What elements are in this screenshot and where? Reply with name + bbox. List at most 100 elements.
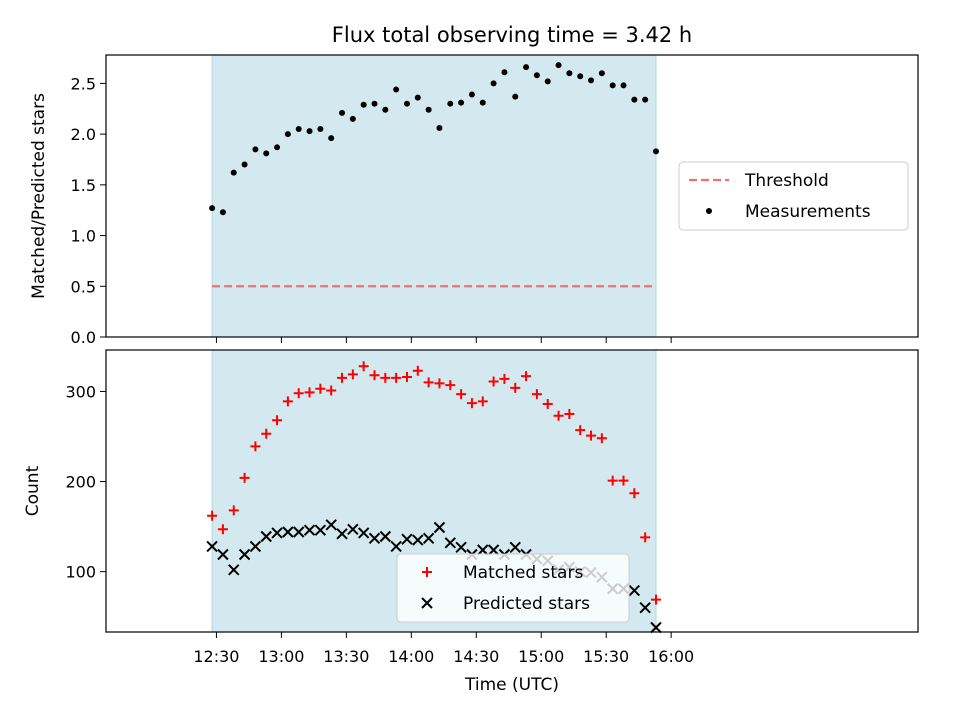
predicted-star-point (249, 540, 262, 553)
measurement-point (284, 131, 291, 138)
matched-star-point (521, 371, 532, 382)
measurement-point (425, 106, 432, 113)
predicted-star-point (347, 523, 359, 535)
measurement-point (512, 93, 519, 100)
measurement-point (274, 144, 281, 151)
matched-star-point (499, 373, 510, 384)
x-tick-label: 15:30 (583, 647, 629, 666)
measurement-point (306, 128, 313, 135)
measurement-point (609, 82, 616, 89)
measurement-point (371, 100, 378, 107)
plot-frame (105, 349, 919, 633)
predicted-star-point (379, 530, 392, 543)
matched-star-point (596, 433, 607, 444)
predicted-star-point (357, 527, 370, 539)
figure-title: Flux total observing time = 3.42 h (332, 23, 692, 47)
x-tick-label: 13:00 (258, 647, 304, 666)
predicted-star-point (639, 601, 651, 614)
measurement-point (360, 101, 367, 108)
matched-star-point (326, 385, 337, 396)
matched-star-point (510, 382, 521, 393)
matched-star-point (618, 475, 629, 486)
measurement-point (468, 91, 475, 98)
matched-star-point (391, 372, 402, 383)
predicted-star-point (228, 564, 240, 576)
predicted-star-point (509, 541, 521, 554)
measurement-point (328, 135, 335, 142)
matched-star-point (640, 532, 651, 543)
y-axis-ticks: 0.0 0.5 1.0 1.5 2.0 2.5 (71, 74, 106, 347)
predicted-star-point (282, 526, 294, 538)
matched-star-point (261, 428, 272, 439)
y-axis-label: Matched/Predicted stars (29, 93, 49, 299)
matched-star-point (337, 372, 348, 383)
predicted-star-point (487, 544, 500, 556)
legend: Threshold Measurements (678, 161, 909, 231)
legend-measurements-swatch (706, 208, 712, 214)
measurement-point (219, 209, 226, 216)
matched-star-point (315, 383, 326, 394)
measurement-point (577, 73, 584, 80)
measurement-point (544, 78, 551, 85)
y-tick-label: 1.5 (71, 176, 96, 195)
legend-matched-swatch (422, 567, 432, 577)
matched-star-point (466, 398, 477, 409)
measurement-point (566, 70, 573, 77)
matched-star-point (434, 378, 445, 389)
matched-star-point (272, 415, 283, 426)
measurement-point (382, 106, 389, 113)
predicted-star-point (206, 540, 218, 553)
matched-star-point (445, 380, 456, 391)
measurement-point (523, 64, 530, 71)
predicted-star-point (477, 544, 489, 556)
matched-star-point (650, 594, 661, 605)
x-axis-ticks (215, 337, 672, 343)
data-marks (206, 361, 662, 634)
legend-box (678, 161, 909, 231)
y-axis-label: Count (23, 465, 43, 516)
matched-star-point (293, 388, 304, 399)
legend-predicted-label: Predicted stars (463, 594, 590, 614)
measurement-point (642, 96, 649, 103)
matched-star-point (217, 524, 228, 535)
matched-star-point (564, 408, 575, 419)
matched-star-point (423, 377, 434, 388)
matched-star-point (477, 396, 488, 407)
measurement-point (317, 126, 324, 133)
predicted-star-point (401, 533, 413, 545)
legend-threshold-label: Threshold (744, 171, 829, 191)
predicted-star-point (271, 527, 283, 539)
matched-star-point (239, 472, 250, 483)
x-axis-label: Time (UTC) (464, 675, 559, 695)
legend-measurements-label: Measurements (745, 202, 871, 222)
measurement-point (241, 161, 248, 168)
predicted-star-point (238, 548, 251, 561)
legend-predicted-swatch (421, 597, 433, 609)
y-tick-label: 2.0 (71, 125, 96, 144)
predicted-star-point (412, 534, 424, 546)
measurement-point (263, 150, 270, 157)
predicted-star-point (628, 584, 641, 597)
matched-star-point (250, 441, 261, 452)
plot-frame (105, 54, 919, 338)
measurement-point (598, 70, 605, 77)
matched-star-point (347, 369, 358, 380)
y-tick-label: 200 (65, 473, 96, 492)
y-tick-label: 1.0 (71, 227, 96, 246)
measurement-point (501, 69, 508, 76)
measurement-point (631, 96, 638, 103)
measurement-point (555, 62, 562, 69)
matched-star-point (412, 365, 423, 376)
y-tick-label: 300 (65, 382, 96, 401)
data-marks (209, 62, 659, 288)
measurement-point (620, 82, 627, 89)
measurement-point (349, 115, 356, 122)
x-tick-label: 16:00 (648, 647, 694, 666)
x-tick-label: 14:00 (388, 647, 434, 666)
matched-star-point (282, 396, 293, 407)
measurement-point (458, 99, 465, 106)
measurement-point (209, 205, 216, 212)
y-tick-label: 2.5 (71, 74, 96, 93)
measurement-point (533, 72, 540, 79)
x-axis-ticks: 12:30 13:00 13:30 14:00 14:30 15:00 15:30 16:00 (193, 632, 694, 666)
